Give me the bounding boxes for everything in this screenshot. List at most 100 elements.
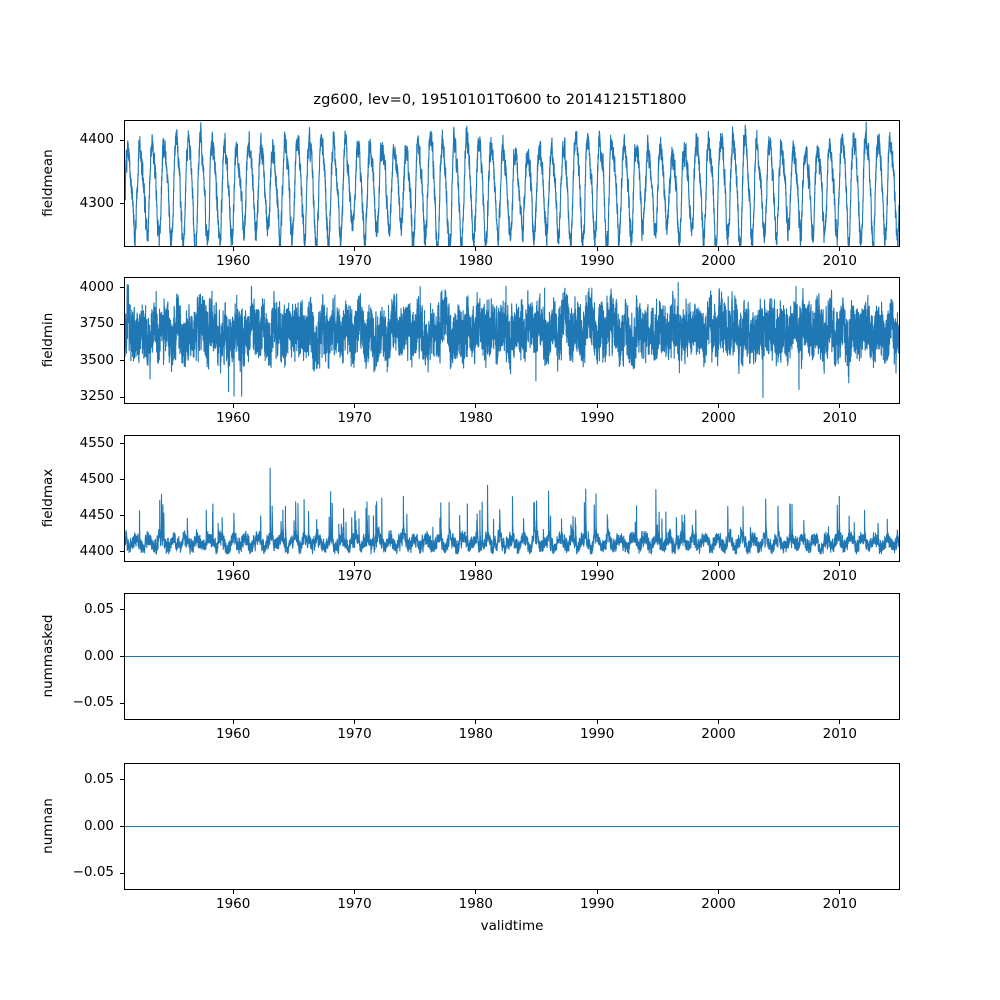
y-tick-label: −0.05 <box>72 694 114 711</box>
x-tick-label: 1960 <box>216 253 251 269</box>
x-tick-mark <box>596 890 598 894</box>
x-tick-mark <box>232 247 234 251</box>
x-tick-mark <box>232 562 234 566</box>
y-tick-mark <box>120 609 124 611</box>
x-tick-mark <box>596 404 598 408</box>
x-tick-mark <box>596 562 598 566</box>
y-axis-label-numnan: numnan <box>40 797 56 854</box>
x-tick-mark <box>717 404 720 408</box>
x-tick-label: 2000 <box>701 568 736 584</box>
x-tick-label: 1980 <box>458 726 494 742</box>
y-tick-mark <box>120 139 124 141</box>
x-tick-label: 1980 <box>458 568 494 584</box>
x-tick-label: 1970 <box>337 896 372 912</box>
x-tick-mark <box>717 890 720 894</box>
nummasked-trace <box>125 594 899 719</box>
x-tick-mark <box>475 720 477 724</box>
fieldmax-trace <box>125 436 899 561</box>
y-tick-label: 4450 <box>79 506 114 523</box>
y-tick-mark <box>120 779 124 781</box>
x-tick-label: 1970 <box>337 410 372 426</box>
y-tick-mark <box>120 551 124 553</box>
plot-panel-nummasked <box>124 593 900 720</box>
x-axis-label: validtime <box>480 918 544 934</box>
x-tick-label: 2000 <box>701 410 736 426</box>
x-tick-mark <box>354 562 356 566</box>
y-axis-label-nummasked: nummasked <box>40 614 56 697</box>
y-tick-label: −0.05 <box>72 864 114 881</box>
plot-panel-numnan <box>124 763 900 890</box>
figure-title: zg600, lev=0, 19510101T0600 to 20141215T… <box>313 92 687 108</box>
x-tick-label: 1990 <box>579 253 615 269</box>
x-tick-mark <box>839 720 841 724</box>
y-tick-mark <box>120 396 124 398</box>
y-tick-label: 4000 <box>79 278 114 295</box>
x-tick-label: 1970 <box>337 568 372 584</box>
x-tick-label: 2010 <box>822 410 857 426</box>
x-tick-mark <box>354 247 356 251</box>
x-tick-mark <box>475 562 477 566</box>
x-tick-label: 2010 <box>822 568 857 584</box>
x-tick-label: 2010 <box>822 726 857 742</box>
y-tick-mark <box>120 287 124 289</box>
x-tick-label: 2000 <box>701 896 736 912</box>
y-tick-label: 3750 <box>79 315 114 332</box>
y-tick-label: 4300 <box>79 194 114 211</box>
x-tick-label: 1990 <box>579 568 615 584</box>
y-tick-mark <box>120 360 124 362</box>
y-tick-mark <box>120 656 124 658</box>
y-tick-label: 0.00 <box>83 647 114 664</box>
y-tick-label: 3250 <box>79 388 114 405</box>
x-tick-label: 1990 <box>579 896 615 912</box>
plot-panel-fieldmax <box>124 435 900 562</box>
y-tick-mark <box>120 826 124 828</box>
x-tick-mark <box>839 247 841 251</box>
x-tick-label: 1970 <box>337 726 372 742</box>
y-tick-mark <box>120 702 124 704</box>
y-tick-label: 4400 <box>79 542 114 559</box>
x-tick-mark <box>839 404 841 408</box>
x-tick-mark <box>717 720 720 724</box>
x-tick-label: 1960 <box>216 726 251 742</box>
y-tick-mark <box>120 479 124 481</box>
x-tick-mark <box>839 562 841 566</box>
y-tick-label: 0.05 <box>83 600 114 617</box>
x-tick-label: 1980 <box>458 410 494 426</box>
x-tick-mark <box>232 404 234 408</box>
y-tick-mark <box>120 443 124 445</box>
x-tick-label: 1990 <box>579 410 615 426</box>
plot-panel-fieldmin <box>124 277 900 404</box>
x-tick-mark <box>717 562 720 566</box>
x-tick-mark <box>354 890 356 894</box>
x-tick-label: 2010 <box>822 896 857 912</box>
y-axis-label-fieldmean: fieldmean <box>40 148 56 217</box>
x-tick-label: 1970 <box>337 253 372 269</box>
x-tick-mark <box>354 720 356 724</box>
y-tick-label: 4400 <box>79 131 114 148</box>
y-tick-label: 0.00 <box>83 817 114 834</box>
x-tick-mark <box>475 890 477 894</box>
x-tick-mark <box>596 247 598 251</box>
x-tick-label: 1980 <box>458 896 494 912</box>
x-tick-mark <box>232 890 234 894</box>
x-tick-label: 2000 <box>701 726 736 742</box>
x-tick-label: 2010 <box>822 253 857 269</box>
y-tick-mark <box>120 323 124 325</box>
y-tick-mark <box>120 203 124 205</box>
x-tick-label: 1960 <box>216 896 251 912</box>
y-tick-label: 0.05 <box>83 770 114 787</box>
x-tick-label: 2000 <box>701 253 736 269</box>
x-tick-mark <box>354 404 356 408</box>
y-tick-label: 4550 <box>79 434 114 451</box>
x-tick-label: 1960 <box>216 410 251 426</box>
x-tick-mark <box>839 890 841 894</box>
x-tick-label: 1960 <box>216 568 251 584</box>
y-axis-label-fieldmax: fieldmax <box>40 468 56 527</box>
y-tick-mark <box>120 515 124 517</box>
x-tick-mark <box>596 720 598 724</box>
plot-panel-fieldmean <box>124 120 900 247</box>
numnan-trace <box>125 764 899 889</box>
x-tick-label: 1990 <box>579 726 615 742</box>
x-tick-label: 1980 <box>458 253 494 269</box>
